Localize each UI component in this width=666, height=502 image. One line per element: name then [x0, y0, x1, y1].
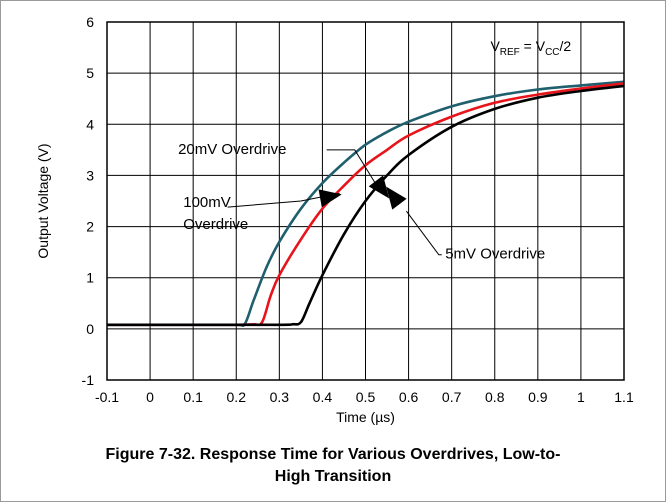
- series-5mv-overdrive: [106, 84, 625, 327]
- x-tick-label: 1: [577, 389, 585, 405]
- vref-sub: REF: [500, 47, 520, 58]
- arrowhead-100mv: [318, 189, 342, 208]
- x-tick-label: 0.9: [528, 389, 548, 405]
- label-5mv-overdrive-leader: [406, 210, 442, 256]
- vcc-sub: CC: [545, 47, 559, 58]
- y-tick-label: 2: [86, 219, 94, 235]
- x-tick-label: 0.2: [227, 389, 247, 405]
- arrowhead-5mv: [386, 186, 407, 210]
- caption-line-2: High Transition: [274, 468, 392, 485]
- vref-mid: = V: [520, 38, 546, 54]
- label-100mv-overdrive-line: 100mV: [183, 194, 231, 211]
- figure-caption: Figure 7-32. Response Time for Various O…: [40, 444, 626, 488]
- label-5mv-overdrive-line: 5mV Overdrive: [445, 245, 545, 262]
- label-20mv-overdrive: 20mV Overdrive: [178, 141, 286, 158]
- x-tick-label: 0.3: [270, 389, 290, 405]
- x-tick-label: 1.1: [614, 389, 634, 405]
- y-tick-label: 0: [86, 321, 94, 337]
- y-tick-label: 6: [86, 14, 94, 30]
- label-100mv-overdrive: 100mV Overdrive: [183, 194, 248, 233]
- x-tick-labels: -0.1 0 0.1 0.2 0.3 0.4 0.5 0.6 0.7 0.8 0.9 1 1.1: [95, 389, 634, 405]
- vref-tail: /2: [560, 38, 572, 54]
- x-tick-label: 0.7: [442, 389, 462, 405]
- x-tick-label: 0.1: [183, 389, 203, 405]
- plot-border: [106, 21, 625, 381]
- y-axis-label: Output Voltage (V): [35, 143, 51, 258]
- callouts: 20mV Overdrive 100mV Overdrive 5mV Overdriv…: [178, 141, 545, 262]
- y-tick-label: -1: [82, 372, 95, 388]
- y-tick-label: 1: [86, 270, 94, 286]
- x-tick-label: -0.1: [95, 389, 119, 405]
- x-axis-label: Time (µs): [336, 409, 395, 425]
- y-tick-labels: -1 0 1 2 3 4 5 6: [82, 14, 95, 388]
- caption-line-1: Figure 7-32. Response Time for Various O…: [105, 446, 561, 463]
- label-100mv-overdrive-line: Overdrive: [183, 216, 248, 233]
- x-tick-label: 0.5: [356, 389, 376, 405]
- label-20mv-overdrive-leader: [326, 149, 379, 189]
- label-5mv-overdrive: 5mV Overdrive: [445, 245, 545, 262]
- arrowhead-20mv: [368, 175, 390, 199]
- vref-base: V: [490, 38, 500, 54]
- vref-annotation: VREF = VCC/2: [490, 38, 571, 58]
- x-tick-label: 0.8: [485, 389, 505, 405]
- y-tick-label: 5: [86, 65, 94, 81]
- label-20mv-overdrive-line: 20mV Overdrive: [178, 141, 286, 158]
- x-tick-label: 0.4: [313, 389, 333, 405]
- x-tick-label: 0: [146, 389, 154, 405]
- y-tick-label: 3: [86, 167, 94, 183]
- y-tick-label: 4: [86, 116, 94, 132]
- x-tick-label: 0.6: [399, 389, 419, 405]
